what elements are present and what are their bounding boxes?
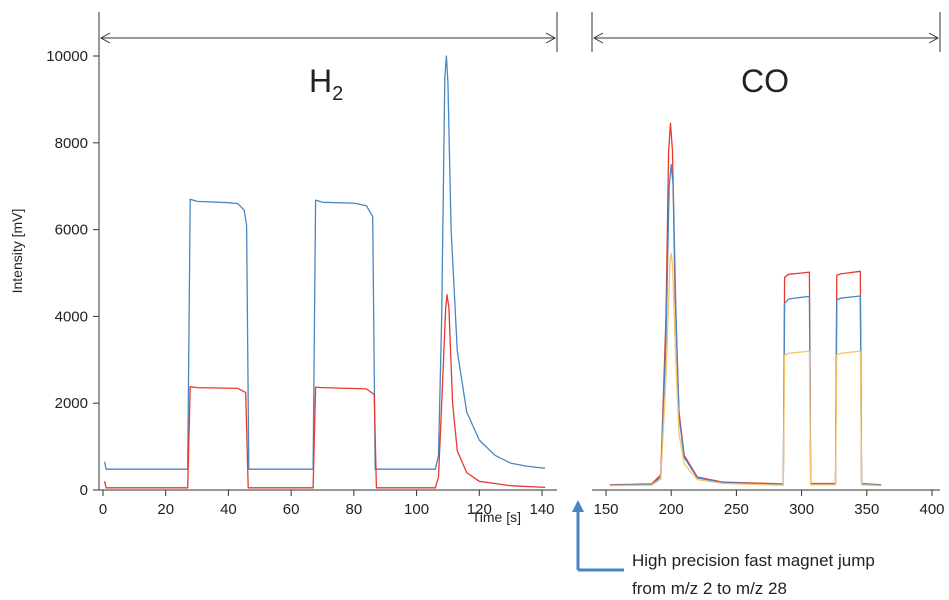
co-series-line-3 <box>609 252 882 487</box>
x-tick-label: 250 <box>724 501 749 518</box>
h2-label-main: H <box>309 63 332 99</box>
co-span-arrow <box>592 32 940 44</box>
h2-span-arrow <box>99 32 557 44</box>
x-tick-label: 200 <box>659 501 684 518</box>
h2-series-group <box>103 55 546 489</box>
magnet-jump-annotation: High precision fast magnet jump from m/z… <box>572 500 875 598</box>
x-tick-label: 60 <box>283 501 300 518</box>
co-region-label: CO <box>741 63 789 99</box>
y-tick-label: 4000 <box>55 308 88 325</box>
co-series-line-2 <box>609 163 882 486</box>
x-tick-label: 350 <box>854 501 879 518</box>
x-tick-label: 20 <box>157 501 174 518</box>
h2-region-label: H2 <box>309 63 343 105</box>
co-series-group <box>609 122 882 487</box>
co-series-line-1 <box>609 122 882 486</box>
x-tick-label: 120 <box>467 501 492 518</box>
y-tick-label: 0 <box>80 482 88 499</box>
y-axis-title: Intensity [mV] <box>9 209 25 294</box>
x-tick-label: 140 <box>529 501 554 518</box>
x-tick-label: 0 <box>99 501 107 518</box>
axis-ticks: 0 2000 4000 6000 8000 10000 0 20 40 60 80 100 120 140… <box>46 48 944 518</box>
x-axis-title: Time [s] <box>472 509 521 525</box>
x-tick-label: 80 <box>346 501 363 518</box>
y-tick-label: 6000 <box>55 222 88 239</box>
x-tick-label: 40 <box>220 501 237 518</box>
h2-label-subscript: 2 <box>332 83 343 105</box>
annotation-arrowhead <box>572 500 584 512</box>
annotation-line-2: from m/z 2 to m/z 28 <box>632 579 787 598</box>
x-tick-label: 400 <box>919 501 944 518</box>
x-tick-label: 150 <box>593 501 618 518</box>
annotation-line-1: High precision fast magnet jump <box>632 551 875 570</box>
y-tick-label: 8000 <box>55 135 88 152</box>
y-tick-label: 2000 <box>55 395 88 412</box>
x-tick-label: 300 <box>789 501 814 518</box>
h2-series-line-1 <box>103 55 546 470</box>
x-tick-label: 100 <box>404 501 429 518</box>
h2-series-line-2 <box>103 294 546 489</box>
y-tick-label: 10000 <box>46 48 88 65</box>
